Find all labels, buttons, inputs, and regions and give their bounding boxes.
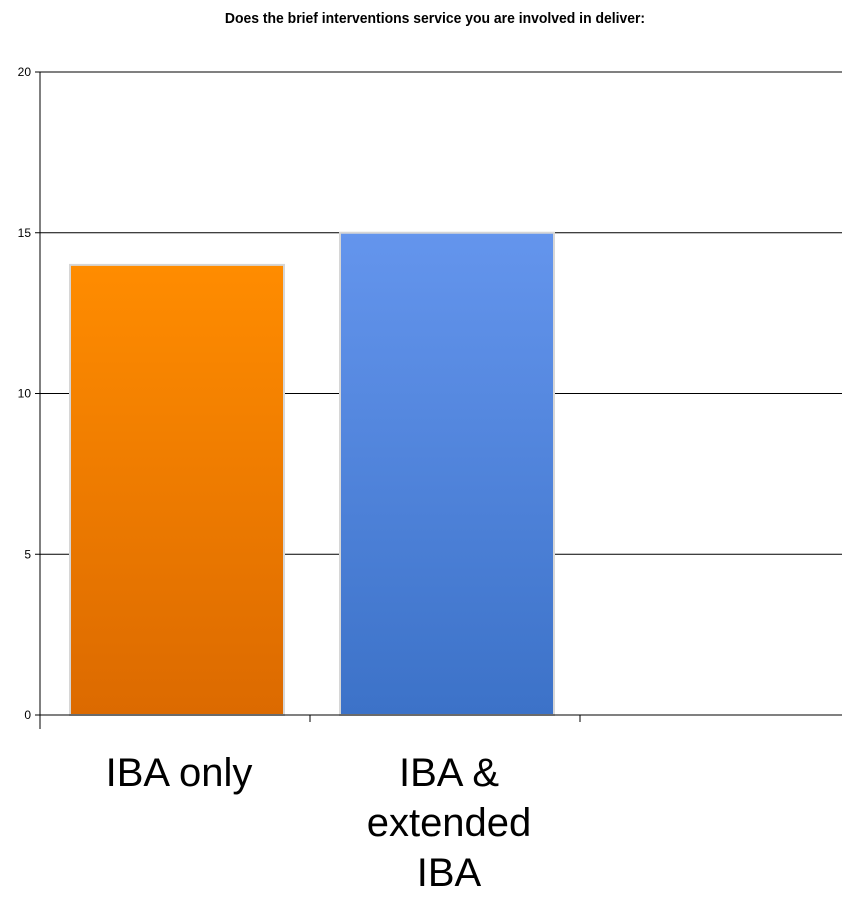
y-tick-label: 5	[24, 547, 31, 561]
y-tick-label: 15	[18, 226, 32, 240]
bar-2	[339, 231, 555, 716]
y-tick-label: 0	[24, 708, 31, 722]
labels: 0 5 10 15 20 IBA only IBA & extended IBA	[18, 65, 532, 895]
category-label: IBA & extended IBA	[367, 751, 532, 895]
bars	[69, 231, 555, 716]
chart-title: Does the brief interventions service you…	[224, 10, 646, 27]
y-tick-label: 20	[18, 65, 32, 79]
bar-1	[69, 263, 285, 716]
category-label: IBA only	[106, 751, 253, 795]
axes	[35, 71, 842, 729]
y-tick-label: 10	[18, 387, 32, 401]
